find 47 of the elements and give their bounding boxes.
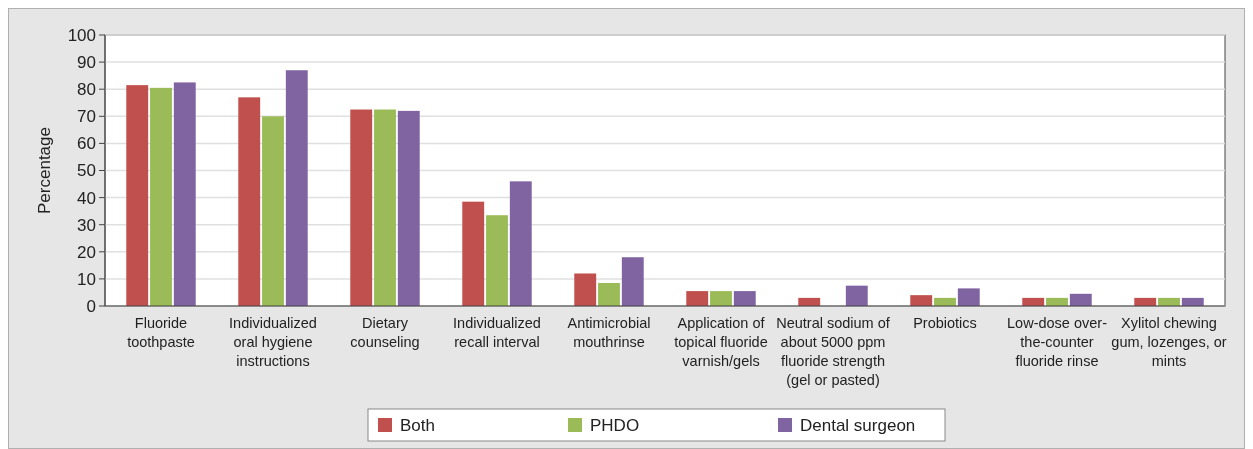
- bar: [285, 70, 308, 306]
- x-tick-label: Xylitol chewing gum, lozenges, or mints: [1111, 315, 1227, 369]
- bar: [733, 291, 756, 306]
- bar: [957, 288, 980, 306]
- y-tick-label: 20: [77, 242, 96, 262]
- y-tick-label: 40: [77, 188, 96, 208]
- bar: [710, 291, 732, 306]
- legend-label: Dental surgeon: [800, 416, 916, 435]
- y-tick-label: 50: [77, 161, 96, 181]
- x-tick-label: Neutral sodium of about 5000 ppm fluoride strength (gel or pasted): [776, 315, 891, 388]
- bar: [509, 181, 532, 306]
- bar: [1069, 293, 1092, 306]
- bar: [910, 295, 933, 306]
- x-tick-label: Dietary counseling: [350, 315, 420, 350]
- bar: [621, 257, 644, 306]
- x-tick-label: Low-dose over-the-counter fluoride rinse: [1007, 315, 1108, 369]
- x-tick-label: Individualized recall interval: [453, 315, 541, 350]
- bar: [150, 87, 172, 306]
- y-tick-label: 60: [77, 134, 96, 154]
- bar: [486, 215, 508, 306]
- bar: [173, 82, 196, 306]
- y-tick-label: 70: [77, 107, 96, 127]
- bar: [374, 109, 396, 306]
- bar: [397, 110, 420, 306]
- bar: [462, 201, 485, 306]
- bar: [350, 109, 373, 306]
- y-tick-label: 0: [86, 296, 96, 316]
- y-tick-label: 100: [67, 25, 96, 45]
- bar: [598, 282, 620, 306]
- bar: [238, 97, 261, 306]
- bar: [126, 85, 149, 306]
- bar: [262, 116, 284, 306]
- legend-label: PHDO: [590, 416, 640, 435]
- x-tick-label: Probiotics: [913, 315, 977, 331]
- y-tick-label: 10: [77, 269, 96, 289]
- x-tick-label: Fluoride toothpaste: [127, 315, 195, 350]
- bar: [686, 291, 709, 306]
- y-tick-label: 90: [77, 53, 96, 73]
- x-tick-label: Individualized oral hygiene instructions: [229, 315, 317, 369]
- bar: [845, 285, 868, 306]
- y-tick-label: 30: [77, 215, 96, 235]
- bar: [574, 273, 597, 306]
- y-axis-title: Percentage: [35, 127, 54, 214]
- x-tick-label: Application of topical fluoride varnish/gels: [674, 315, 768, 369]
- x-tick-label: Antimicrobial mouthrinse: [567, 315, 651, 350]
- legend-label: Both: [400, 416, 435, 435]
- y-tick-label: 80: [77, 80, 96, 100]
